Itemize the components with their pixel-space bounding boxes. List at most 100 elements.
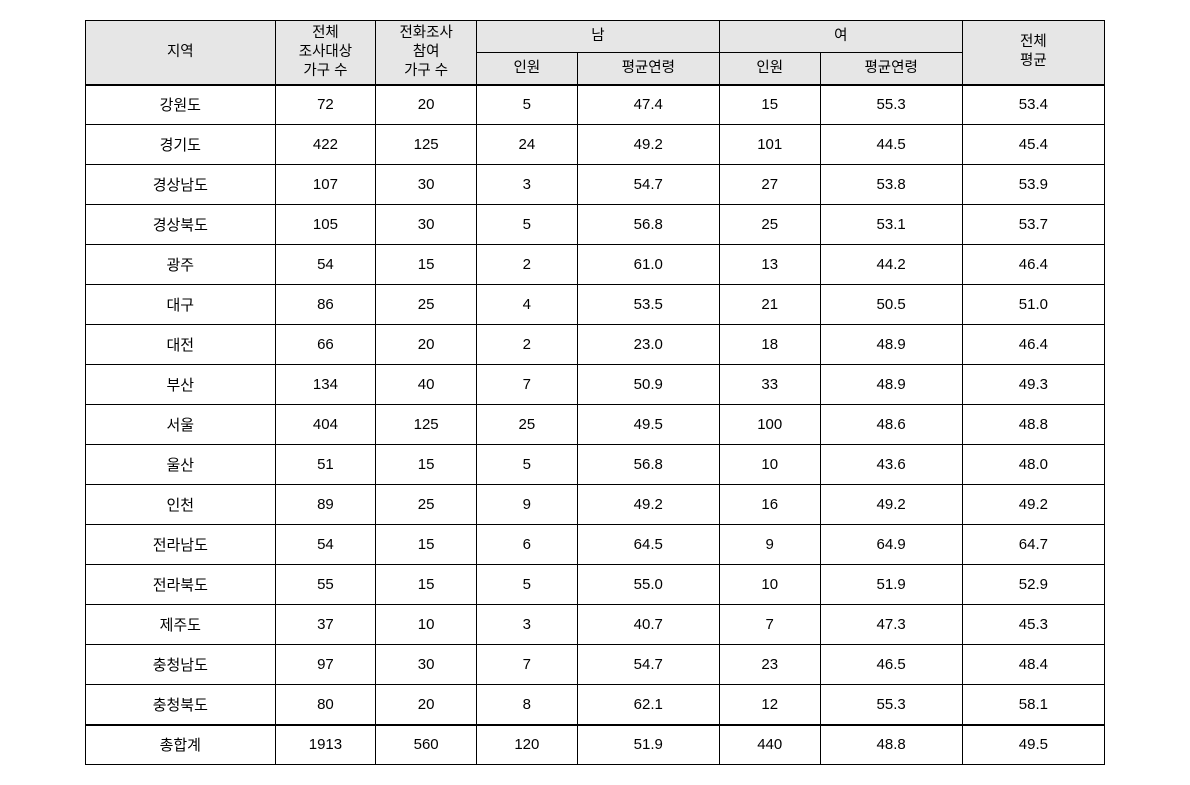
table-row: 경상북도10530556.82553.153.7 [86,205,1105,245]
cell-m-age: 49.2 [577,125,719,165]
cell-f-cnt: 12 [719,685,820,725]
cell-m-cnt: 7 [476,645,577,685]
cell-avg: 48.0 [962,445,1104,485]
cell-m-cnt: 6 [476,525,577,565]
cell-f-cnt: 440 [719,725,820,765]
cell-m-age: 56.8 [577,445,719,485]
cell-m-cnt: 5 [476,565,577,605]
cell-m-cnt: 5 [476,85,577,125]
col-region: 지역 [86,21,276,85]
col-female-count: 인원 [719,53,820,85]
cell-region: 경기도 [86,125,276,165]
table-row: 부산13440750.93348.949.3 [86,365,1105,405]
cell-f-cnt: 15 [719,85,820,125]
cell-region: 충청북도 [86,685,276,725]
table-header: 지역 전체조사대상가구 수 전화조사참여가구 수 남 여 전체평균 인원 평균연… [86,21,1105,85]
cell-f-age: 51.9 [820,565,962,605]
col-survey-households: 전화조사참여가구 수 [376,21,477,85]
cell-region: 경상남도 [86,165,276,205]
cell-region: 총합계 [86,725,276,765]
cell-survey: 40 [376,365,477,405]
cell-m-age: 53.5 [577,285,719,325]
table-row: 경기도4221252449.210144.545.4 [86,125,1105,165]
cell-f-cnt: 13 [719,245,820,285]
cell-avg: 46.4 [962,245,1104,285]
cell-total: 134 [275,365,376,405]
table-row: 울산5115556.81043.648.0 [86,445,1105,485]
cell-m-age: 51.9 [577,725,719,765]
cell-f-age: 48.6 [820,405,962,445]
cell-f-age: 64.9 [820,525,962,565]
col-male-count: 인원 [476,53,577,85]
cell-m-cnt: 8 [476,685,577,725]
cell-m-cnt: 25 [476,405,577,445]
table-row: 대전6620223.01848.946.4 [86,325,1105,365]
cell-f-age: 43.6 [820,445,962,485]
cell-survey: 15 [376,565,477,605]
cell-total: 404 [275,405,376,445]
cell-m-age: 49.5 [577,405,719,445]
cell-m-age: 56.8 [577,205,719,245]
cell-f-age: 55.3 [820,85,962,125]
col-group-female: 여 [719,21,962,53]
cell-survey: 20 [376,685,477,725]
cell-f-age: 44.2 [820,245,962,285]
table-body: 강원도7220547.41555.353.4경기도4221252449.2101… [86,85,1105,765]
cell-f-age: 53.1 [820,205,962,245]
cell-f-age: 53.8 [820,165,962,205]
cell-m-cnt: 3 [476,165,577,205]
table-row: 인천8925949.21649.249.2 [86,485,1105,525]
cell-total: 72 [275,85,376,125]
cell-avg: 48.8 [962,405,1104,445]
cell-region: 대전 [86,325,276,365]
cell-f-cnt: 101 [719,125,820,165]
cell-region: 부산 [86,365,276,405]
cell-survey: 30 [376,165,477,205]
cell-avg: 53.4 [962,85,1104,125]
cell-region: 대구 [86,285,276,325]
cell-f-age: 48.8 [820,725,962,765]
table-row: 강원도7220547.41555.353.4 [86,85,1105,125]
cell-avg: 52.9 [962,565,1104,605]
cell-m-age: 23.0 [577,325,719,365]
cell-f-age: 47.3 [820,605,962,645]
cell-avg: 49.2 [962,485,1104,525]
cell-region: 인천 [86,485,276,525]
cell-total: 37 [275,605,376,645]
cell-f-age: 55.3 [820,685,962,725]
cell-total: 54 [275,245,376,285]
cell-f-cnt: 33 [719,365,820,405]
cell-total: 97 [275,645,376,685]
cell-m-age: 55.0 [577,565,719,605]
table-row: 전라남도5415664.5964.964.7 [86,525,1105,565]
cell-total: 107 [275,165,376,205]
cell-m-cnt: 9 [476,485,577,525]
cell-avg: 58.1 [962,685,1104,725]
cell-region: 강원도 [86,85,276,125]
cell-total: 1913 [275,725,376,765]
cell-survey: 125 [376,405,477,445]
cell-region: 경상북도 [86,205,276,245]
table-row: 제주도3710340.7747.345.3 [86,605,1105,645]
cell-region: 전라북도 [86,565,276,605]
table-row: 대구8625453.52150.551.0 [86,285,1105,325]
cell-f-age: 50.5 [820,285,962,325]
cell-avg: 49.5 [962,725,1104,765]
cell-total: 51 [275,445,376,485]
cell-region: 제주도 [86,605,276,645]
cell-total: 54 [275,525,376,565]
cell-m-cnt: 2 [476,325,577,365]
cell-total: 422 [275,125,376,165]
cell-m-cnt: 2 [476,245,577,285]
cell-f-age: 48.9 [820,325,962,365]
cell-f-cnt: 25 [719,205,820,245]
cell-survey: 15 [376,245,477,285]
survey-table: 지역 전체조사대상가구 수 전화조사참여가구 수 남 여 전체평균 인원 평균연… [85,20,1105,765]
table-row: 충청남도9730754.72346.548.4 [86,645,1105,685]
cell-total: 80 [275,685,376,725]
cell-region: 광주 [86,245,276,285]
cell-total: 55 [275,565,376,605]
cell-f-cnt: 21 [719,285,820,325]
cell-total: 86 [275,285,376,325]
cell-region: 충청남도 [86,645,276,685]
